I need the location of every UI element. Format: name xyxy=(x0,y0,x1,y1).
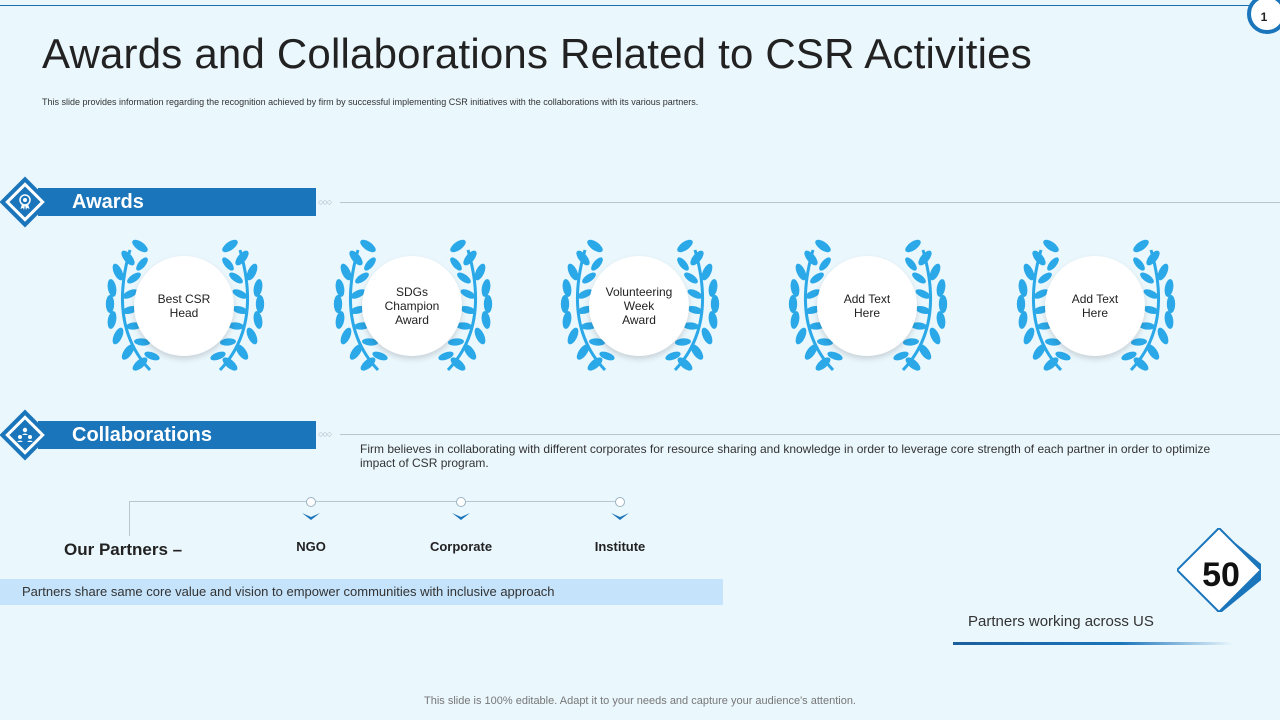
stat-diamond xyxy=(1177,528,1261,612)
laurel-wreath-icon xyxy=(333,239,493,372)
collaborations-description: Firm believes in collaborating with diff… xyxy=(360,442,1211,470)
award-label-line: Here xyxy=(1081,306,1108,320)
page-number-badge: 1 xyxy=(1247,0,1280,34)
award-item: SDGs Champion Award xyxy=(328,236,498,376)
laurel-wreath-icon xyxy=(560,239,720,372)
page-number: 1 xyxy=(1260,10,1268,24)
award-label-line: Best CSR xyxy=(157,292,211,306)
awards-diamond xyxy=(0,176,51,228)
partner-node-dot xyxy=(306,497,316,507)
partners-banner: Partners share same core value and visio… xyxy=(0,579,723,605)
award-label-line: Volunteering xyxy=(605,285,673,299)
award-label: Volunteering Week Award xyxy=(589,256,689,356)
collaborations-section-bar: Collaborations xyxy=(38,421,316,449)
awards-divider-line xyxy=(340,202,1280,203)
page-title: Awards and Collaborations Related to CSR… xyxy=(42,30,1032,77)
awards-divider-dots: ○○○ xyxy=(318,197,332,207)
award-label-line: Here xyxy=(853,306,880,320)
collaborations-divider-line xyxy=(340,434,1280,435)
award-label: Best CSR Head xyxy=(134,256,234,356)
award-label: SDGs Champion Award xyxy=(362,256,462,356)
award-item: Add Text Here xyxy=(1011,236,1181,376)
laurel-wreath-icon xyxy=(788,239,948,372)
partner-node-dot xyxy=(456,497,466,507)
award-item: Best CSR Head xyxy=(100,236,270,376)
stat-label: Partners working across US xyxy=(968,613,1154,630)
partner-node-dot xyxy=(615,497,625,507)
laurel-wreath-icon xyxy=(105,239,265,372)
collaborations-section-label: Collaborations xyxy=(72,424,213,446)
partner-label: Institute xyxy=(594,539,646,554)
collaborations-divider-dots: ○○○ xyxy=(318,429,332,439)
chevron-down-icon xyxy=(452,513,470,520)
partner-label: Corporate xyxy=(429,539,493,554)
award-item: Add Text Here xyxy=(783,236,953,376)
partners-connector-drop xyxy=(129,501,130,536)
footer-note: This slide is 100% editable. Adapt it to… xyxy=(424,695,856,707)
award-label-line: Champion xyxy=(384,299,440,313)
award-label-line: SDGs xyxy=(395,285,428,299)
chevron-down-icon xyxy=(611,513,629,520)
award-label: Add Text Here xyxy=(1045,256,1145,356)
award-label-line: Add Text xyxy=(843,292,891,306)
people-network-icon xyxy=(17,427,33,442)
award-label: Add Text Here xyxy=(817,256,917,356)
award-item: Volunteering Week Award xyxy=(555,236,725,376)
partners-connector-line xyxy=(130,501,620,502)
stat-underline xyxy=(953,642,1233,645)
laurel-wreath-icon xyxy=(1016,239,1176,372)
awards-section-label: Awards xyxy=(72,191,144,213)
stat-value: 50 xyxy=(1202,556,1240,594)
award-label-line: Week xyxy=(623,299,655,313)
award-ribbon-icon xyxy=(19,194,31,210)
our-partners-heading: Our Partners – xyxy=(64,540,183,559)
award-label-line: Head xyxy=(169,306,199,320)
top-rule xyxy=(0,5,1252,6)
award-label-line: Award xyxy=(622,313,656,327)
award-label-line: Award xyxy=(395,313,429,327)
partner-label: NGO xyxy=(296,539,326,554)
collaborations-diamond xyxy=(0,409,51,461)
awards-section-bar: Awards xyxy=(38,188,316,216)
award-label-line: Add Text xyxy=(1071,292,1119,306)
page-subtitle: This slide provides information regardin… xyxy=(42,97,699,107)
chevron-down-icon xyxy=(302,513,320,520)
